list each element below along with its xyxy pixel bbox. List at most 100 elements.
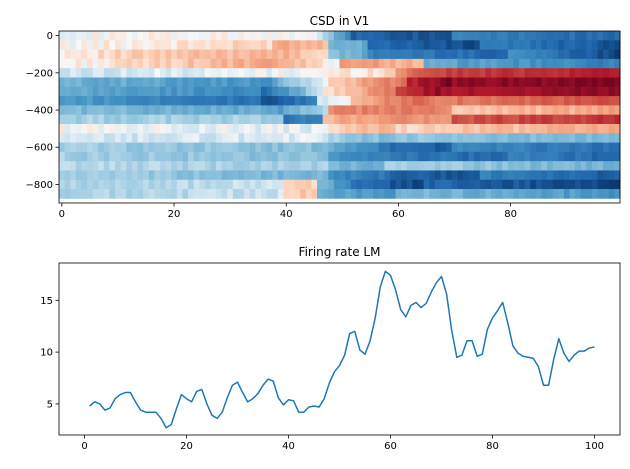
heatmap-cell bbox=[502, 86, 509, 97]
heatmap-cell bbox=[64, 114, 71, 125]
heatmap-cell bbox=[176, 151, 183, 162]
heatmap-cell bbox=[305, 68, 312, 78]
heatmap-cell bbox=[188, 49, 195, 60]
heatmap-cell bbox=[530, 77, 537, 88]
heatmap-cell bbox=[260, 161, 267, 171]
heatmap-cell bbox=[418, 114, 425, 125]
heatmap-cell bbox=[75, 86, 82, 97]
heatmap-cell bbox=[171, 142, 178, 153]
heatmap-cell bbox=[462, 77, 469, 88]
heatmap-cell bbox=[272, 179, 279, 190]
heatmap-cell bbox=[586, 68, 593, 78]
heatmap-cell bbox=[530, 68, 537, 78]
heatmap-cell bbox=[552, 161, 559, 171]
heatmap-cell bbox=[317, 49, 324, 60]
heatmap-cell bbox=[255, 68, 262, 78]
x-tick-label: 80 bbox=[504, 209, 517, 220]
heatmap-cell bbox=[373, 86, 380, 97]
heatmap-cell bbox=[547, 151, 554, 162]
heatmap-cell bbox=[356, 151, 363, 162]
heatmap-cell bbox=[597, 96, 604, 106]
heatmap-cell bbox=[171, 123, 178, 134]
heatmap-cell bbox=[339, 86, 346, 97]
heatmap-cell bbox=[462, 96, 469, 106]
heatmap-cell bbox=[294, 151, 301, 162]
heatmap-cell bbox=[232, 133, 239, 143]
heatmap-cell bbox=[103, 58, 110, 69]
heatmap-cell bbox=[378, 161, 385, 171]
heatmap-cell bbox=[165, 151, 172, 162]
heatmap-cell bbox=[143, 77, 150, 88]
heatmap-cell bbox=[496, 133, 503, 143]
heatmap-cell bbox=[575, 161, 582, 171]
heatmap-cell bbox=[401, 123, 408, 134]
heatmap-cell bbox=[154, 142, 161, 153]
heatmap-cell bbox=[367, 142, 374, 153]
heatmap-row bbox=[59, 31, 621, 41]
heatmap-cell bbox=[154, 161, 161, 171]
heatmap-cell bbox=[148, 96, 155, 106]
heatmap-cell bbox=[541, 77, 548, 88]
heatmap-cell bbox=[115, 77, 122, 88]
heatmap-cell bbox=[485, 68, 492, 78]
heatmap-cell bbox=[238, 142, 245, 153]
heatmap-cell bbox=[389, 86, 396, 97]
heatmap-cell bbox=[429, 31, 436, 41]
heatmap-cell bbox=[440, 31, 447, 41]
y-tick-label: 0 bbox=[47, 31, 53, 42]
heatmap-cell bbox=[350, 133, 357, 143]
heatmap-cell bbox=[367, 58, 374, 69]
y-tick-label: −200 bbox=[26, 68, 53, 79]
heatmap-cell bbox=[384, 123, 391, 134]
heatmap-cell bbox=[159, 142, 166, 153]
heatmap-cell bbox=[317, 31, 324, 41]
heatmap-cell bbox=[249, 31, 256, 41]
heatmap-cell bbox=[137, 58, 144, 69]
heatmap-cell bbox=[547, 170, 554, 181]
heatmap-cell bbox=[558, 49, 565, 60]
heatmap-cell bbox=[597, 142, 604, 153]
heatmap-cell bbox=[345, 31, 352, 41]
heatmap-cell bbox=[182, 77, 189, 88]
heatmap-cell bbox=[115, 31, 122, 41]
heatmap-cell bbox=[154, 77, 161, 88]
heatmap-cell bbox=[401, 49, 408, 60]
heatmap-cell bbox=[193, 31, 200, 41]
y-tick-label: 10 bbox=[40, 348, 53, 359]
heatmap-cell bbox=[468, 151, 475, 162]
heatmap-cell bbox=[305, 58, 312, 69]
heatmap-cell bbox=[378, 40, 385, 50]
heatmap-cell bbox=[530, 170, 537, 181]
heatmap-cell bbox=[608, 170, 615, 181]
heatmap-cell bbox=[603, 170, 610, 181]
heatmap-cell bbox=[474, 170, 481, 181]
heatmap-cell bbox=[87, 114, 94, 125]
heatmap-cell bbox=[87, 58, 94, 69]
heatmap-cell bbox=[165, 142, 172, 153]
heatmap-cell bbox=[457, 114, 464, 125]
heatmap-cell bbox=[266, 77, 273, 88]
heatmap-cell bbox=[552, 68, 559, 78]
heatmap-cell bbox=[513, 77, 520, 88]
heatmap-cell bbox=[474, 105, 481, 116]
heatmap-cell bbox=[530, 40, 537, 50]
heatmap-cell bbox=[429, 58, 436, 69]
heatmap-cell bbox=[255, 114, 262, 125]
heatmap-cell bbox=[552, 133, 559, 143]
heatmap-cell bbox=[92, 105, 99, 116]
heatmap-cell bbox=[429, 96, 436, 106]
heatmap-cell bbox=[418, 123, 425, 134]
heatmap-cell bbox=[255, 40, 262, 50]
heatmap-cell bbox=[412, 161, 419, 171]
heatmap-cell bbox=[154, 114, 161, 125]
heatmap-cell bbox=[361, 142, 368, 153]
heatmap-cell bbox=[176, 133, 183, 143]
heatmap-cell bbox=[524, 151, 531, 162]
heatmap-cell bbox=[300, 151, 307, 162]
heatmap-cell bbox=[603, 142, 610, 153]
heatmap-cell bbox=[563, 105, 570, 116]
heatmap-cell bbox=[199, 58, 206, 69]
heatmap-cell bbox=[569, 68, 576, 78]
heatmap-cell bbox=[283, 49, 290, 60]
heatmap-cell bbox=[294, 49, 301, 60]
